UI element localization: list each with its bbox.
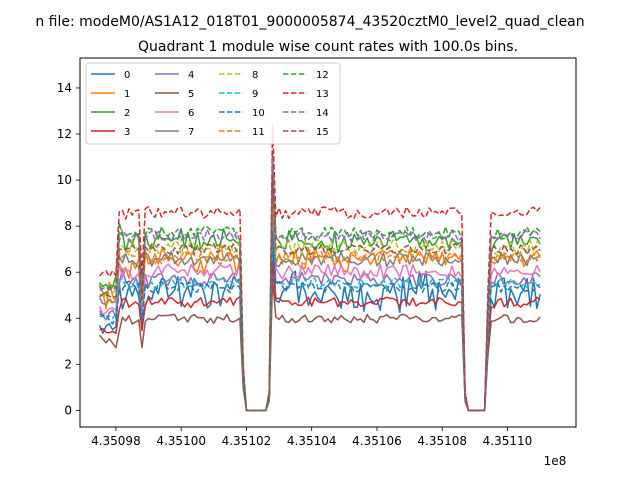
x-tick-label: 4.35110 <box>483 434 533 448</box>
legend-label-6: 6 <box>188 108 194 119</box>
legend-label-12: 12 <box>316 70 329 81</box>
series-line-15 <box>99 175 541 412</box>
y-tick-label: 12 <box>57 127 72 141</box>
legend-label-13: 13 <box>316 89 329 100</box>
legend-label-11: 11 <box>252 127 265 138</box>
x-offset-label: 1e8 <box>544 454 567 468</box>
legend-label-0: 0 <box>124 70 130 81</box>
y-tick-label: 10 <box>57 173 72 187</box>
legend-label-5: 5 <box>188 89 194 100</box>
series-layer <box>98 123 541 412</box>
legend-label-3: 3 <box>124 127 130 138</box>
x-tick-label: 4.35102 <box>222 434 272 448</box>
series-line-9 <box>99 225 541 412</box>
legend-label-1: 1 <box>124 89 130 100</box>
y-tick-label: 2 <box>64 357 72 371</box>
legend-label-7: 7 <box>188 127 194 138</box>
x-tick-label: 4.35108 <box>417 434 467 448</box>
legend-label-4: 4 <box>188 70 194 81</box>
axis-ticks: 4.35098 4.35100 4.35102 4.35104 4.35106 4.351… <box>57 81 533 448</box>
series-line-8 <box>98 173 541 412</box>
plot-frame <box>79 57 577 428</box>
x-tick-label: 4.35104 <box>287 434 337 448</box>
legend-label-2: 2 <box>124 108 130 119</box>
x-tick-label: 4.35106 <box>352 434 402 448</box>
legend-label-10: 10 <box>252 108 265 119</box>
legend-label-14: 14 <box>316 108 329 119</box>
y-tick-label: 0 <box>64 403 72 417</box>
figure-suptitle: n file: modeM0/AS1A12_018T01_9000005874_… <box>35 14 584 30</box>
legend-label-15: 15 <box>316 127 329 138</box>
x-tick-label: 4.35100 <box>156 434 206 448</box>
legend-label-9: 9 <box>252 89 258 100</box>
y-tick-label: 6 <box>64 265 72 279</box>
y-tick-label: 8 <box>64 219 72 233</box>
y-tick-label: 14 <box>57 81 72 95</box>
x-tick-label: 4.35098 <box>91 434 141 448</box>
legend-frame <box>85 62 341 145</box>
y-tick-label: 4 <box>64 311 72 325</box>
chart-title: Quadrant 1 module wise count rates with … <box>138 39 518 55</box>
legend-label-8: 8 <box>252 70 258 81</box>
